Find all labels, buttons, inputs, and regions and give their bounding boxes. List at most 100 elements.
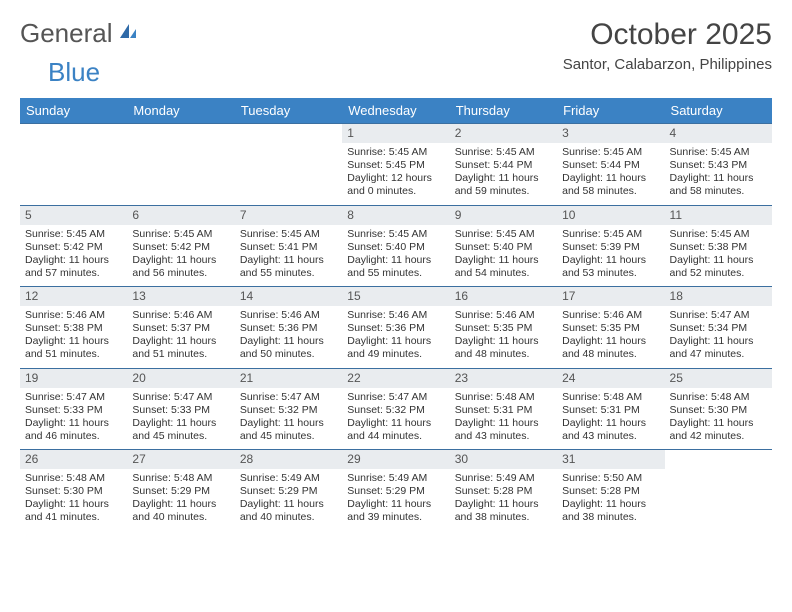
week-row: 1Sunrise: 5:45 AMSunset: 5:45 PMDaylight… — [20, 123, 772, 205]
calendar-cell: 9Sunrise: 5:45 AMSunset: 5:40 PMDaylight… — [450, 206, 557, 287]
daylight: Daylight: 11 hours and 41 minutes. — [25, 498, 122, 524]
sunrise: Sunrise: 5:46 AM — [25, 309, 122, 322]
daylight: Daylight: 11 hours and 56 minutes. — [132, 254, 229, 280]
calendar-cell: 16Sunrise: 5:46 AMSunset: 5:35 PMDayligh… — [450, 287, 557, 368]
calendar-cell: 26Sunrise: 5:48 AMSunset: 5:30 PMDayligh… — [20, 450, 127, 531]
cell-body: Sunrise: 5:45 AMSunset: 5:39 PMDaylight:… — [557, 225, 664, 287]
daylight: Daylight: 11 hours and 40 minutes. — [240, 498, 337, 524]
cell-body: Sunrise: 5:45 AMSunset: 5:40 PMDaylight:… — [342, 225, 449, 287]
calendar-cell: 10Sunrise: 5:45 AMSunset: 5:39 PMDayligh… — [557, 206, 664, 287]
daylight: Daylight: 11 hours and 58 minutes. — [670, 172, 767, 198]
calendar-cell: 31Sunrise: 5:50 AMSunset: 5:28 PMDayligh… — [557, 450, 664, 531]
sunset: Sunset: 5:44 PM — [455, 159, 552, 172]
day-number: 10 — [557, 206, 664, 225]
week-row: 12Sunrise: 5:46 AMSunset: 5:38 PMDayligh… — [20, 286, 772, 368]
daylight: Daylight: 11 hours and 52 minutes. — [670, 254, 767, 280]
calendar: SundayMondayTuesdayWednesdayThursdayFrid… — [20, 98, 772, 531]
cell-body: Sunrise: 5:45 AMSunset: 5:42 PMDaylight:… — [20, 225, 127, 287]
calendar-cell: 14Sunrise: 5:46 AMSunset: 5:36 PMDayligh… — [235, 287, 342, 368]
daylight: Daylight: 11 hours and 38 minutes. — [455, 498, 552, 524]
daylight: Daylight: 11 hours and 39 minutes. — [347, 498, 444, 524]
sunset: Sunset: 5:40 PM — [347, 241, 444, 254]
day-number — [235, 124, 342, 143]
calendar-cell: 21Sunrise: 5:47 AMSunset: 5:32 PMDayligh… — [235, 369, 342, 450]
cell-body: Sunrise: 5:45 AMSunset: 5:43 PMDaylight:… — [665, 143, 772, 205]
sunset: Sunset: 5:29 PM — [132, 485, 229, 498]
sunset: Sunset: 5:42 PM — [25, 241, 122, 254]
cell-body: Sunrise: 5:46 AMSunset: 5:36 PMDaylight:… — [235, 306, 342, 368]
sunrise: Sunrise: 5:45 AM — [562, 228, 659, 241]
day-number: 18 — [665, 287, 772, 306]
sunset: Sunset: 5:35 PM — [455, 322, 552, 335]
cell-body: Sunrise: 5:45 AMSunset: 5:45 PMDaylight:… — [342, 143, 449, 205]
sunset: Sunset: 5:31 PM — [562, 404, 659, 417]
cell-body: Sunrise: 5:45 AMSunset: 5:40 PMDaylight:… — [450, 225, 557, 287]
day-number: 25 — [665, 369, 772, 388]
logo: General — [20, 18, 141, 49]
sunrise: Sunrise: 5:46 AM — [455, 309, 552, 322]
calendar-cell: 28Sunrise: 5:49 AMSunset: 5:29 PMDayligh… — [235, 450, 342, 531]
calendar-cell: 23Sunrise: 5:48 AMSunset: 5:31 PMDayligh… — [450, 369, 557, 450]
sunrise: Sunrise: 5:45 AM — [670, 146, 767, 159]
calendar-cell: 7Sunrise: 5:45 AMSunset: 5:41 PMDaylight… — [235, 206, 342, 287]
dayhead-tuesday: Tuesday — [235, 98, 342, 123]
cell-body: Sunrise: 5:45 AMSunset: 5:44 PMDaylight:… — [557, 143, 664, 205]
daylight: Daylight: 11 hours and 50 minutes. — [240, 335, 337, 361]
day-number: 11 — [665, 206, 772, 225]
sunrise: Sunrise: 5:46 AM — [562, 309, 659, 322]
daylight: Daylight: 11 hours and 46 minutes. — [25, 417, 122, 443]
calendar-cell: 25Sunrise: 5:48 AMSunset: 5:30 PMDayligh… — [665, 369, 772, 450]
sunset: Sunset: 5:29 PM — [240, 485, 337, 498]
day-number: 17 — [557, 287, 664, 306]
sunset: Sunset: 5:33 PM — [132, 404, 229, 417]
day-number: 26 — [20, 450, 127, 469]
sunrise: Sunrise: 5:49 AM — [347, 472, 444, 485]
sunrise: Sunrise: 5:45 AM — [670, 228, 767, 241]
day-number: 4 — [665, 124, 772, 143]
cell-body: Sunrise: 5:46 AMSunset: 5:38 PMDaylight:… — [20, 306, 127, 368]
day-number: 13 — [127, 287, 234, 306]
logo-sail-icon — [117, 20, 139, 47]
dayhead-monday: Monday — [127, 98, 234, 123]
sunrise: Sunrise: 5:45 AM — [455, 228, 552, 241]
sunrise: Sunrise: 5:47 AM — [132, 391, 229, 404]
calendar-cell: 13Sunrise: 5:46 AMSunset: 5:37 PMDayligh… — [127, 287, 234, 368]
sunrise: Sunrise: 5:45 AM — [562, 146, 659, 159]
calendar-cell-blank — [235, 124, 342, 205]
week-row: 19Sunrise: 5:47 AMSunset: 5:33 PMDayligh… — [20, 368, 772, 450]
cell-body: Sunrise: 5:47 AMSunset: 5:32 PMDaylight:… — [342, 388, 449, 450]
day-number: 6 — [127, 206, 234, 225]
sunrise: Sunrise: 5:45 AM — [132, 228, 229, 241]
sunrise: Sunrise: 5:49 AM — [240, 472, 337, 485]
day-number: 9 — [450, 206, 557, 225]
daylight: Daylight: 11 hours and 47 minutes. — [670, 335, 767, 361]
logo-text-blue: Blue — [48, 57, 100, 87]
sunrise: Sunrise: 5:48 AM — [132, 472, 229, 485]
daylight: Daylight: 11 hours and 55 minutes. — [347, 254, 444, 280]
daylight: Daylight: 11 hours and 58 minutes. — [562, 172, 659, 198]
cell-body: Sunrise: 5:47 AMSunset: 5:34 PMDaylight:… — [665, 306, 772, 368]
title-block: October 2025 Santor, Calabarzon, Philipp… — [563, 18, 772, 73]
cell-body: Sunrise: 5:46 AMSunset: 5:36 PMDaylight:… — [342, 306, 449, 368]
sunrise: Sunrise: 5:48 AM — [455, 391, 552, 404]
daylight: Daylight: 11 hours and 59 minutes. — [455, 172, 552, 198]
calendar-cell: 19Sunrise: 5:47 AMSunset: 5:33 PMDayligh… — [20, 369, 127, 450]
calendar-cell: 20Sunrise: 5:47 AMSunset: 5:33 PMDayligh… — [127, 369, 234, 450]
sunrise: Sunrise: 5:47 AM — [25, 391, 122, 404]
cell-body: Sunrise: 5:48 AMSunset: 5:31 PMDaylight:… — [557, 388, 664, 450]
calendar-cell: 17Sunrise: 5:46 AMSunset: 5:35 PMDayligh… — [557, 287, 664, 368]
cell-body: Sunrise: 5:45 AMSunset: 5:41 PMDaylight:… — [235, 225, 342, 287]
day-number: 22 — [342, 369, 449, 388]
calendar-cell: 5Sunrise: 5:45 AMSunset: 5:42 PMDaylight… — [20, 206, 127, 287]
sunset: Sunset: 5:42 PM — [132, 241, 229, 254]
sunrise: Sunrise: 5:45 AM — [25, 228, 122, 241]
cell-body: Sunrise: 5:48 AMSunset: 5:29 PMDaylight:… — [127, 469, 234, 531]
location: Santor, Calabarzon, Philippines — [563, 56, 772, 73]
daylight: Daylight: 12 hours and 0 minutes. — [347, 172, 444, 198]
sunset: Sunset: 5:32 PM — [347, 404, 444, 417]
calendar-cell: 27Sunrise: 5:48 AMSunset: 5:29 PMDayligh… — [127, 450, 234, 531]
cell-body: Sunrise: 5:49 AMSunset: 5:28 PMDaylight:… — [450, 469, 557, 531]
day-number: 21 — [235, 369, 342, 388]
daylight: Daylight: 11 hours and 51 minutes. — [25, 335, 122, 361]
day-number: 19 — [20, 369, 127, 388]
